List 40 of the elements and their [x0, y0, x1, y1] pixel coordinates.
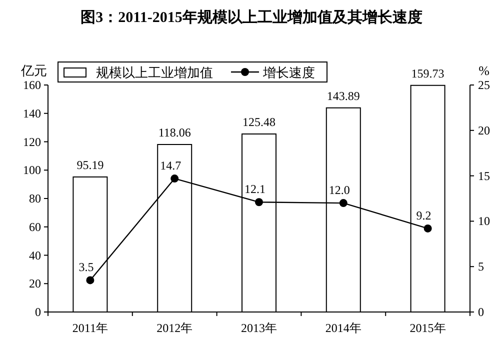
- y2-tick-label: 0: [478, 305, 484, 319]
- y-tick-label: 100: [23, 163, 41, 178]
- legend-label: 增长速度: [262, 65, 315, 80]
- point: [255, 198, 263, 206]
- y-tick-label: 160: [23, 78, 41, 92]
- y-tick-label: 140: [23, 106, 41, 120]
- y-axis-title: 亿元: [20, 63, 47, 78]
- point: [170, 174, 179, 183]
- y-tick-label: 0: [35, 305, 41, 319]
- data-label: 143.89: [326, 88, 360, 103]
- y-tick-label: 60: [29, 220, 41, 234]
- data-label: 9.2: [416, 208, 432, 222]
- data-label: 118.06: [158, 126, 191, 140]
- y2-tick-label: 20: [478, 123, 490, 138]
- y2-tick-label: 10: [478, 214, 490, 228]
- data-label: 12.0: [328, 183, 350, 198]
- y-tick-label: 20: [29, 276, 41, 291]
- x-tick-label: 2013年: [241, 321, 277, 335]
- data-label: 159.73: [411, 66, 444, 80]
- x-tick-label: 2011年: [72, 321, 108, 335]
- x-tick-label: 2014年: [325, 321, 362, 335]
- y2-axis-title: %: [478, 63, 490, 78]
- point: [339, 199, 348, 208]
- point: [424, 224, 432, 232]
- x-tick-label: 2012年: [156, 321, 193, 335]
- y2-tick-label: 25: [478, 78, 490, 92]
- y-tick-label: 80: [29, 192, 41, 206]
- y-tick-label: 40: [29, 248, 41, 262]
- chart-title: 图3：2011-2015年规模以上工业增加值及其增长速度: [80, 8, 422, 26]
- data-label: 12.1: [244, 182, 266, 196]
- point: [86, 276, 94, 284]
- data-label: 3.5: [78, 260, 94, 274]
- legend-label: 规模以上工业增加值: [96, 65, 213, 80]
- data-label: 95.19: [76, 158, 104, 172]
- y2-tick-label: 15: [478, 168, 490, 183]
- x-tick-label: 2015年: [410, 321, 446, 335]
- data-label: 14.7: [160, 158, 182, 173]
- y2-tick-label: 5: [478, 260, 484, 274]
- data-label: 125.48: [242, 114, 276, 129]
- y-tick-label: 120: [23, 134, 41, 149]
